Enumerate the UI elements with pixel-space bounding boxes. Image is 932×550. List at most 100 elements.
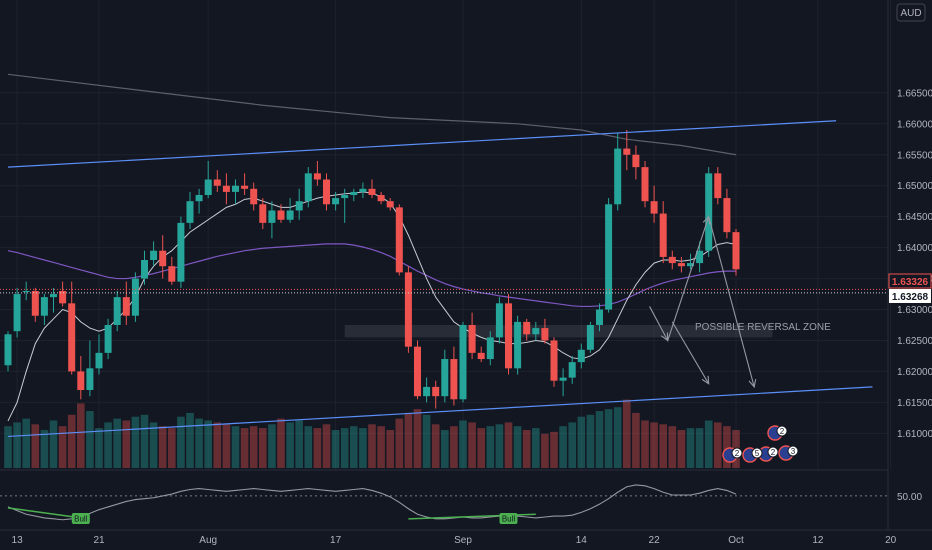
volume-bars xyxy=(4,399,740,468)
currency-button[interactable]: AUD xyxy=(896,3,926,22)
candle-body xyxy=(177,222,185,282)
reversal-zone: POSSIBLE REVERSAL ZONE xyxy=(344,322,831,338)
event-count: 2 xyxy=(735,449,740,458)
candle-body xyxy=(241,185,249,189)
candle-body xyxy=(204,179,212,195)
volume-bar xyxy=(95,428,103,468)
volume-bar xyxy=(113,418,121,468)
event-count-bubble xyxy=(787,445,799,457)
candle-body xyxy=(586,325,594,350)
volume-bar xyxy=(641,420,649,468)
time-axis[interactable]: 13 21 Aug 17 Sep 14 22 Oct 12 20 xyxy=(12,535,897,546)
candle-body xyxy=(687,263,694,267)
volume-bar xyxy=(149,422,158,468)
volume-bar xyxy=(431,424,440,468)
candle-body xyxy=(332,198,340,205)
volume-bar xyxy=(104,422,112,468)
volume-bar xyxy=(413,409,422,468)
candle-body xyxy=(432,386,440,397)
time-axis-label: 14 xyxy=(576,535,588,546)
candle-body xyxy=(477,352,485,360)
price-axis-label: 1.66500 xyxy=(897,88,932,99)
candle-body xyxy=(222,185,230,192)
candle-body xyxy=(259,204,267,223)
volume-bar xyxy=(604,409,613,468)
event-badge[interactable]: 2 xyxy=(722,447,743,463)
volume-bar xyxy=(559,426,567,468)
volume-bar xyxy=(322,424,331,468)
candle-body xyxy=(514,321,522,369)
candle-body xyxy=(95,352,103,369)
volume-bar xyxy=(513,426,522,468)
volume-bar xyxy=(67,414,76,468)
oscillator-line xyxy=(7,484,737,521)
volume-bar xyxy=(632,412,640,468)
candle-body xyxy=(86,368,94,390)
bull-label: Bull xyxy=(502,515,516,524)
volume-bar xyxy=(686,428,695,468)
volume-bar xyxy=(568,422,576,468)
volume-bar xyxy=(623,399,631,468)
volume-bar xyxy=(450,426,458,468)
volume-bar xyxy=(459,420,467,468)
volume-bar xyxy=(468,422,476,468)
event-count: 5 xyxy=(755,449,760,458)
candle-body xyxy=(359,188,367,192)
candle-body xyxy=(68,303,76,372)
volume-bar xyxy=(695,428,704,468)
candle-body xyxy=(641,167,649,202)
candle-body xyxy=(250,188,258,205)
event-badge[interactable]: 3 xyxy=(778,445,799,461)
volume-bar xyxy=(158,426,167,468)
event-badge[interactable]: 2 xyxy=(767,425,788,441)
candle-body xyxy=(541,328,549,341)
candle-body xyxy=(195,195,203,202)
candle-body xyxy=(486,337,494,360)
bull-signals: Bull Bull xyxy=(71,513,518,524)
price-axis-label: 1.62500 xyxy=(897,336,932,347)
volume-bar xyxy=(377,426,385,468)
volume-bar xyxy=(386,430,394,468)
volume-bar xyxy=(350,426,358,468)
volume-bar xyxy=(313,428,322,468)
volume-bar xyxy=(77,403,85,468)
volume-bar xyxy=(532,428,540,468)
volume-bar xyxy=(441,430,449,468)
candle-body xyxy=(441,359,449,397)
volume-bar xyxy=(186,412,194,468)
volume-bar xyxy=(395,418,404,468)
time-axis-label: 21 xyxy=(93,535,105,546)
bull-signal: Bull xyxy=(71,513,90,524)
volume-bar xyxy=(422,414,431,468)
event-badge[interactable]: 2 xyxy=(758,446,779,462)
candle-body xyxy=(150,250,158,260)
candle-body xyxy=(705,173,713,251)
event-count-bubble xyxy=(776,425,788,437)
volume-bar xyxy=(259,428,267,468)
candle-body xyxy=(232,185,239,192)
time-axis-label: 22 xyxy=(649,535,661,546)
price-axis-label: 1.64000 xyxy=(897,243,932,254)
candle-body xyxy=(131,278,139,316)
candle-body xyxy=(31,290,39,316)
candlesticks xyxy=(4,130,740,409)
ma-slow-line xyxy=(7,243,736,308)
event-badge[interactable]: 5 xyxy=(742,447,763,463)
event-badges: 2 2 2 3 5 xyxy=(722,425,799,463)
volume-bar xyxy=(340,428,349,468)
candle-body xyxy=(423,386,431,397)
volume-bar xyxy=(668,426,677,468)
candle-body xyxy=(395,207,403,273)
bull-label-bg xyxy=(499,513,518,524)
volume-bar xyxy=(577,416,586,468)
bull-signal: Bull xyxy=(499,513,518,524)
volume-bar xyxy=(704,420,713,468)
bull-label: Bull xyxy=(74,515,88,524)
candle-body xyxy=(468,325,476,353)
event-count-bubble xyxy=(751,447,763,459)
volume-bar xyxy=(723,426,731,468)
candle-body xyxy=(277,210,285,220)
candle-body xyxy=(605,204,613,310)
volume-bar xyxy=(486,426,495,468)
candle-body xyxy=(122,297,130,316)
